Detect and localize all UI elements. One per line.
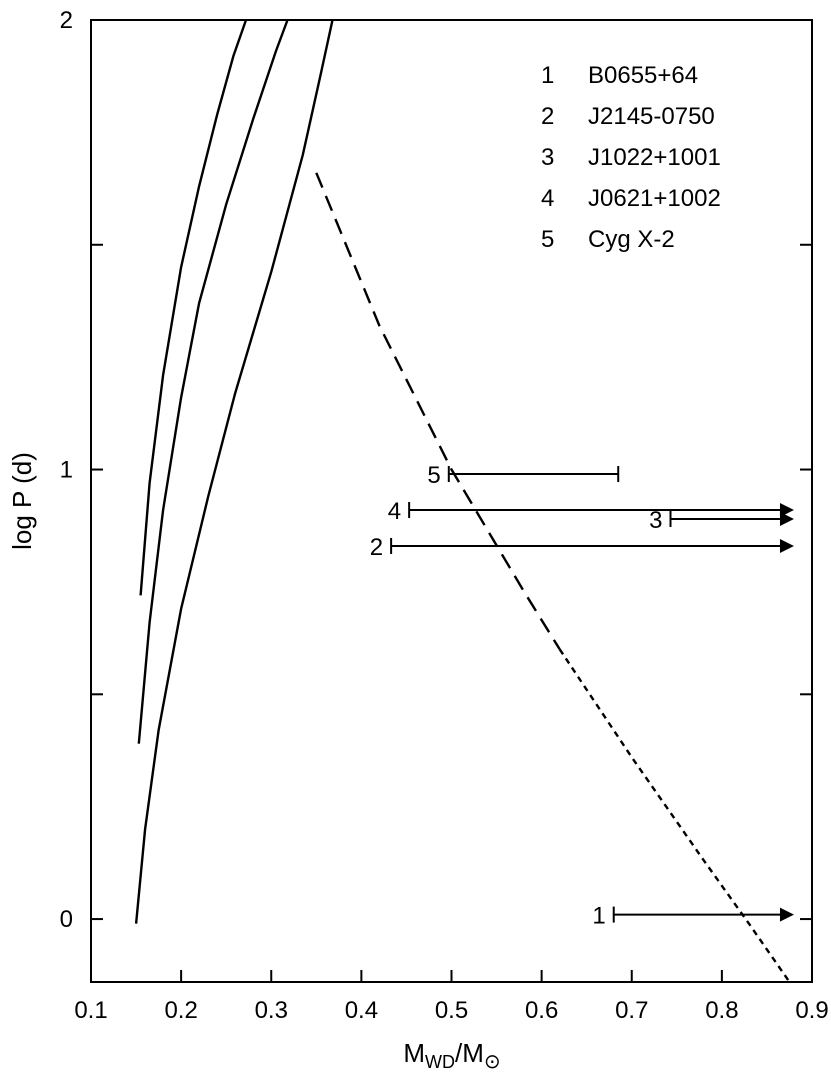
limit-marker: 3: [649, 507, 794, 534]
legend: 1 B0655+64 2 J2145-0750 3 J1022+1001 4 J0621+10…: [541, 62, 721, 253]
x-axis-label: MWD/M⊙: [403, 1038, 500, 1073]
limit-arrowhead: [779, 907, 794, 922]
limit-label: 4: [388, 498, 401, 525]
x-tick-label: 0.5: [435, 997, 468, 1024]
y-axis-label: log P (d): [7, 452, 37, 550]
legend-entry-name: J1022+1001: [588, 144, 721, 171]
legend-entry-name: B0655+64: [588, 62, 698, 89]
legend-entry-name: J2145-0750: [588, 103, 715, 130]
x-tick-label: 0.9: [795, 997, 828, 1024]
limit-markers: 54 3 2 1: [370, 462, 794, 930]
legend-entry-name: J0621+1002: [588, 185, 721, 212]
y-tick-label: 1: [60, 457, 73, 484]
dashed-curve: [315, 172, 561, 650]
x-tick-label: 0.3: [255, 997, 288, 1024]
curves: [134, 19, 791, 983]
y-tick-label: 0: [60, 906, 73, 933]
y-tick-label: 2: [60, 7, 73, 34]
solid-curve: [134, 19, 334, 924]
limit-label: 3: [649, 507, 662, 534]
limit-arrowhead: [779, 502, 794, 517]
x-axis: 0.1 0.2 0.3 0.4 0.5 0.6 0.7 0.8 0.9: [74, 970, 829, 1024]
limit-marker: 2: [370, 534, 794, 561]
x-tick-label: 0.4: [345, 997, 378, 1024]
legend-number: 1: [541, 62, 554, 89]
dotted-curve: [558, 648, 791, 983]
legend-number: 4: [541, 185, 554, 212]
legend-number: 5: [541, 226, 554, 253]
legend-entry-name: Cyg X-2: [588, 226, 675, 253]
limit-label: 1: [592, 903, 605, 930]
limit-arrowhead: [779, 511, 794, 526]
legend-number: 3: [541, 144, 554, 171]
x-tick-label: 0.8: [705, 997, 738, 1024]
x-tick-label: 0.6: [525, 997, 558, 1024]
limit-label: 5: [427, 462, 440, 489]
legend-number: 2: [541, 103, 554, 130]
limit-marker: 5: [427, 462, 620, 489]
y-axis: 0 1 2: [60, 7, 812, 933]
limit-arrowhead: [779, 538, 794, 553]
x-tick-label: 0.1: [74, 997, 107, 1024]
x-tick-label: 0.2: [164, 997, 197, 1024]
solid-curve: [137, 19, 289, 744]
limit-marker: 4: [388, 498, 794, 525]
limit-marker: 1: [592, 903, 794, 930]
solid-curve: [139, 19, 248, 596]
x-tick-label: 0.7: [615, 997, 648, 1024]
limit-label: 2: [370, 534, 383, 561]
